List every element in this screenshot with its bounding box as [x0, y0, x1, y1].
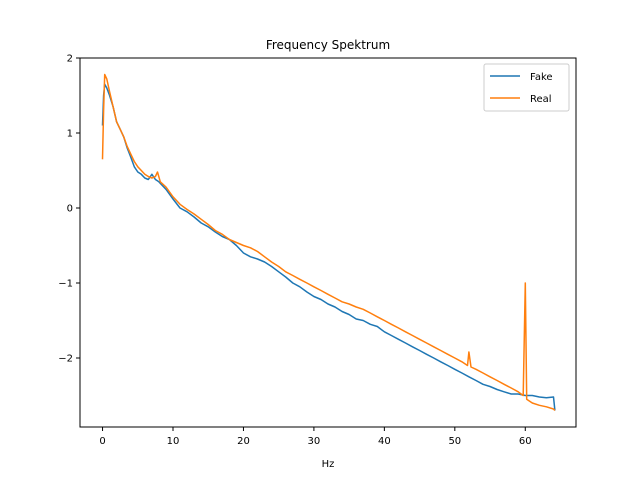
y-axis: −2 −1 0 1 2: [58, 54, 80, 365]
x-tick-label: 60: [519, 436, 532, 447]
plot-area: [101, 73, 556, 412]
plot-frame: [79, 57, 577, 428]
x-tick-label: 0: [99, 436, 105, 447]
legend-label-real: Real: [530, 94, 552, 105]
x-axis-label: Hz: [322, 459, 335, 470]
series-line-real: [101, 73, 556, 412]
x-tick-label: 50: [448, 436, 461, 447]
x-tick-label: 20: [237, 436, 250, 447]
y-tick-label: −1: [58, 279, 73, 290]
x-tick-label: 30: [308, 436, 321, 447]
y-tick-label: 2: [67, 54, 73, 65]
x-tick-label: 10: [167, 436, 180, 447]
x-tick-label: 40: [378, 436, 391, 447]
y-tick-label: 0: [67, 204, 73, 215]
legend-label-fake: Fake: [530, 72, 553, 83]
series-line-fake: [101, 83, 556, 411]
x-axis: 0 10 20 30 40 50 60: [99, 427, 532, 447]
chart-title: Frequency Spektrum: [266, 38, 390, 52]
legend-box: [483, 63, 570, 112]
y-tick-label: 1: [67, 129, 73, 140]
legend: Fake Real: [483, 63, 570, 112]
y-tick-label: −2: [58, 354, 73, 365]
